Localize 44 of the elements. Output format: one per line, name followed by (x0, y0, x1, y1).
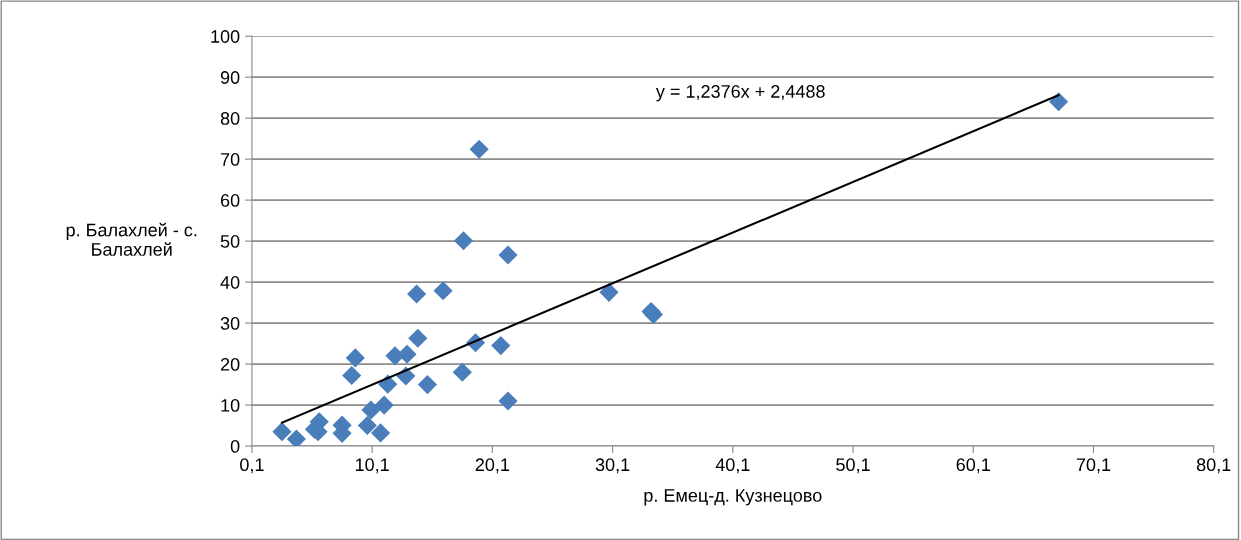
point (1049, 92, 1069, 112)
point (357, 415, 377, 436)
y-tick-label: 80 (220, 112, 240, 125)
point (599, 282, 619, 302)
point (374, 395, 394, 415)
x-tick-label: 20,1 (475, 458, 510, 474)
x-tick-label: 30,1 (595, 458, 630, 474)
annotation: y = 1,2376x + 2,4488 (655, 85, 825, 102)
x-tick-label: 40,1 (715, 458, 750, 474)
point (397, 344, 417, 364)
point (498, 391, 518, 411)
y-tick-label: 40 (220, 276, 240, 289)
x-tick-label: 70,1 (1076, 458, 1111, 474)
y-tick-label: 10 (221, 398, 240, 412)
x-tick-label: 0,1 (240, 458, 264, 474)
point (453, 231, 474, 251)
point (433, 281, 453, 301)
point (342, 365, 362, 386)
y-tick-label: 90 (220, 71, 240, 84)
x-tick-label: 50,1 (836, 458, 870, 474)
y-tick-label: 30 (220, 317, 240, 330)
point (417, 374, 438, 395)
point (361, 400, 381, 420)
point (286, 429, 306, 447)
point (469, 139, 489, 159)
y-axis-title: р. Балахлей - с. Балахлей (66, 222, 197, 256)
y-tick-label: 60 (220, 194, 240, 207)
x-tick-label: 10,1 (355, 458, 389, 474)
point (498, 245, 518, 265)
point (452, 362, 472, 382)
point (370, 423, 391, 443)
y-tick-label: 100 (211, 30, 240, 43)
point (491, 336, 511, 356)
y-tick-label: 50 (220, 235, 240, 248)
x-tick-label: 80,1 (1196, 458, 1231, 474)
y-tick-label: 70 (220, 153, 240, 166)
x-axis-title: р. Емец-д. Кузнецово (644, 489, 822, 506)
point (408, 328, 428, 348)
point (272, 422, 292, 442)
y-tick-label: 20 (220, 358, 240, 371)
x-tick-label: 60,1 (956, 458, 990, 474)
point (345, 348, 365, 368)
point (407, 284, 427, 304)
y-tick-label: 0 (230, 439, 240, 453)
